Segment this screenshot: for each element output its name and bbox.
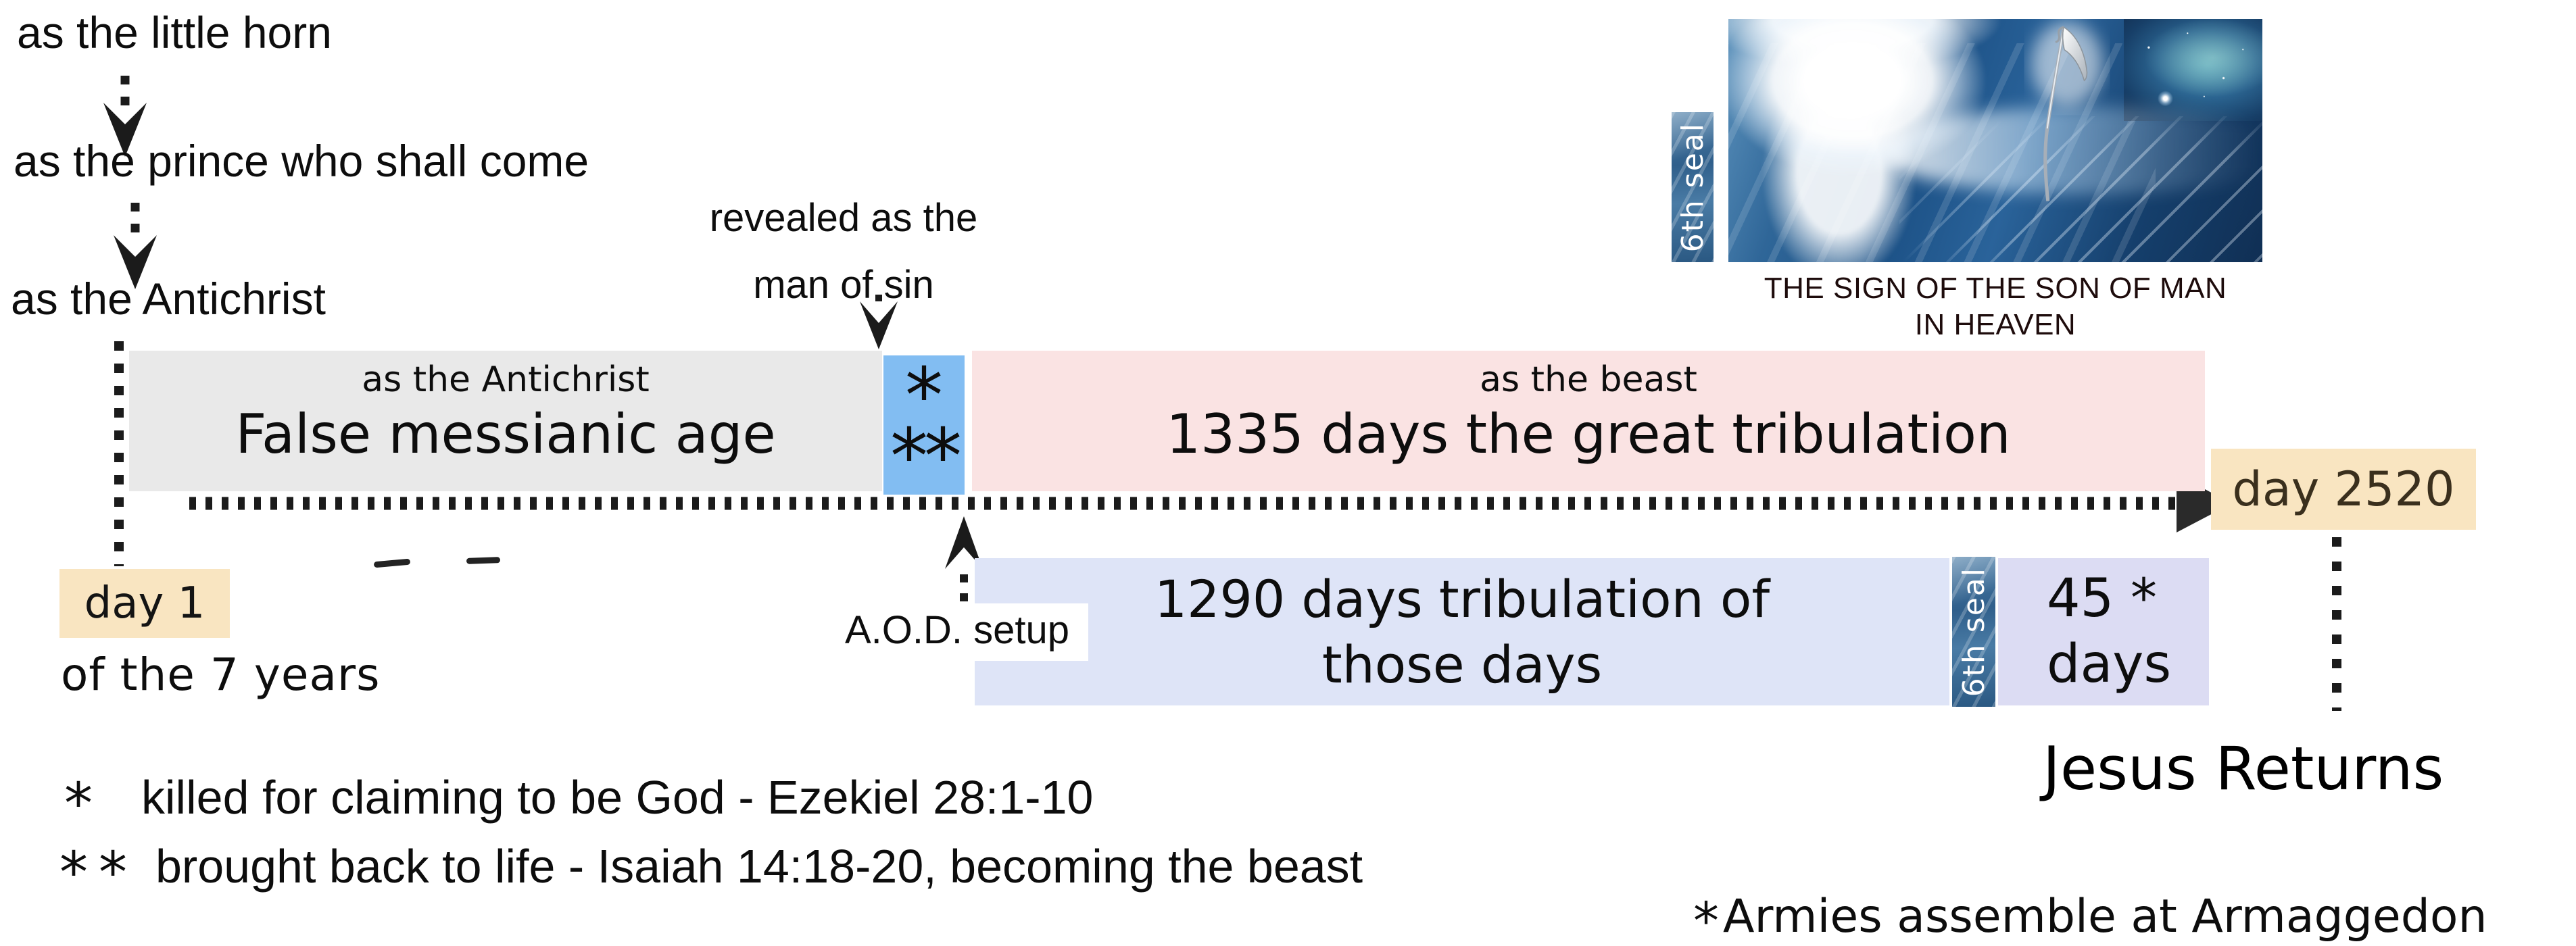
title-prince-to-come: as the prince who shall come	[14, 136, 589, 186]
asterisk-icon: *	[64, 770, 93, 837]
day-2520-badge: day 2520	[2211, 449, 2476, 530]
revived-asterisk: **	[890, 413, 962, 501]
erased-mark	[466, 557, 501, 564]
days45-line2: days	[2047, 633, 2172, 695]
false-messianic-age-bar: as the Antichrist False messianic age	[129, 351, 882, 491]
seven-years-label: of the 7 years	[61, 649, 381, 701]
asterisk-icon: *	[1693, 891, 1719, 946]
sixth-seal-label: 6th seal	[1675, 122, 1710, 253]
erased-mark	[373, 558, 411, 568]
title-antichrist: as the Antichrist	[11, 274, 326, 324]
footnote-armageddon: * Armies assemble at Armaggedon	[1693, 884, 2487, 946]
footnote-killed-text: killed for claiming to be God - Ezekiel …	[141, 771, 1094, 824]
aod-setup-label: A.O.D. setup	[845, 603, 1089, 661]
man-of-sin-line1: revealed as the	[709, 196, 978, 240]
death-resurrection-box: * **	[883, 355, 965, 495]
jesus-returns-label: Jesus Returns	[2043, 734, 2444, 803]
trib1290-line2: those days	[1321, 634, 1603, 695]
man-of-sin-note: revealed as the man of sin	[641, 185, 1046, 318]
double-asterisk-icon: **	[59, 839, 138, 905]
great-tribulation-bar: as the beast 1335 days the great tribula…	[972, 351, 2205, 491]
footnote-armageddon-text: Armies assemble at Armaggedon	[1723, 890, 2487, 943]
footnote-killed: * killed for claiming to be God - Ezekie…	[64, 761, 1094, 837]
killed-asterisk: *	[905, 352, 943, 440]
footnote-revived: ** brought back to life - Isaiah 14:18-2…	[59, 830, 1363, 905]
image-caption-line1: THE SIGN OF THE SON OF MAN	[1764, 272, 2227, 305]
footnote-revived-text: brought back to life - Isaiah 14:18-20, …	[155, 840, 1363, 893]
tribulation-1290-bar: 1290 days tribulation of those days	[975, 558, 1949, 705]
sixth-seal-label: 6th seal	[1956, 566, 1991, 697]
days45-line1: 45 *	[2047, 568, 2158, 629]
trib1290-line1: 1290 days tribulation of	[1154, 568, 1770, 629]
false-age-subtitle: as the Antichrist	[362, 359, 650, 400]
45-days-box: 45 * days	[1998, 558, 2209, 705]
title-little-horn: as the little horn	[17, 7, 332, 57]
false-age-title: False messianic age	[235, 403, 776, 466]
galaxy-starfield	[2123, 19, 2262, 122]
man-of-sin-line2: man of sin	[753, 262, 934, 307]
sixth-seal-strip: 6th seal	[1672, 112, 1714, 262]
son-of-man-image	[1728, 19, 2262, 262]
day-1-badge: day 1	[59, 569, 230, 638]
scythe-icon	[2031, 22, 2103, 201]
beast-subtitle: as the beast	[1480, 359, 1697, 400]
image-caption-line2: IN HEAVEN	[1914, 308, 2076, 341]
beast-title: 1335 days the great tribulation	[1166, 403, 2011, 466]
light-burst	[1728, 19, 2039, 262]
sixth-seal-strip: 6th seal	[1952, 557, 1995, 707]
